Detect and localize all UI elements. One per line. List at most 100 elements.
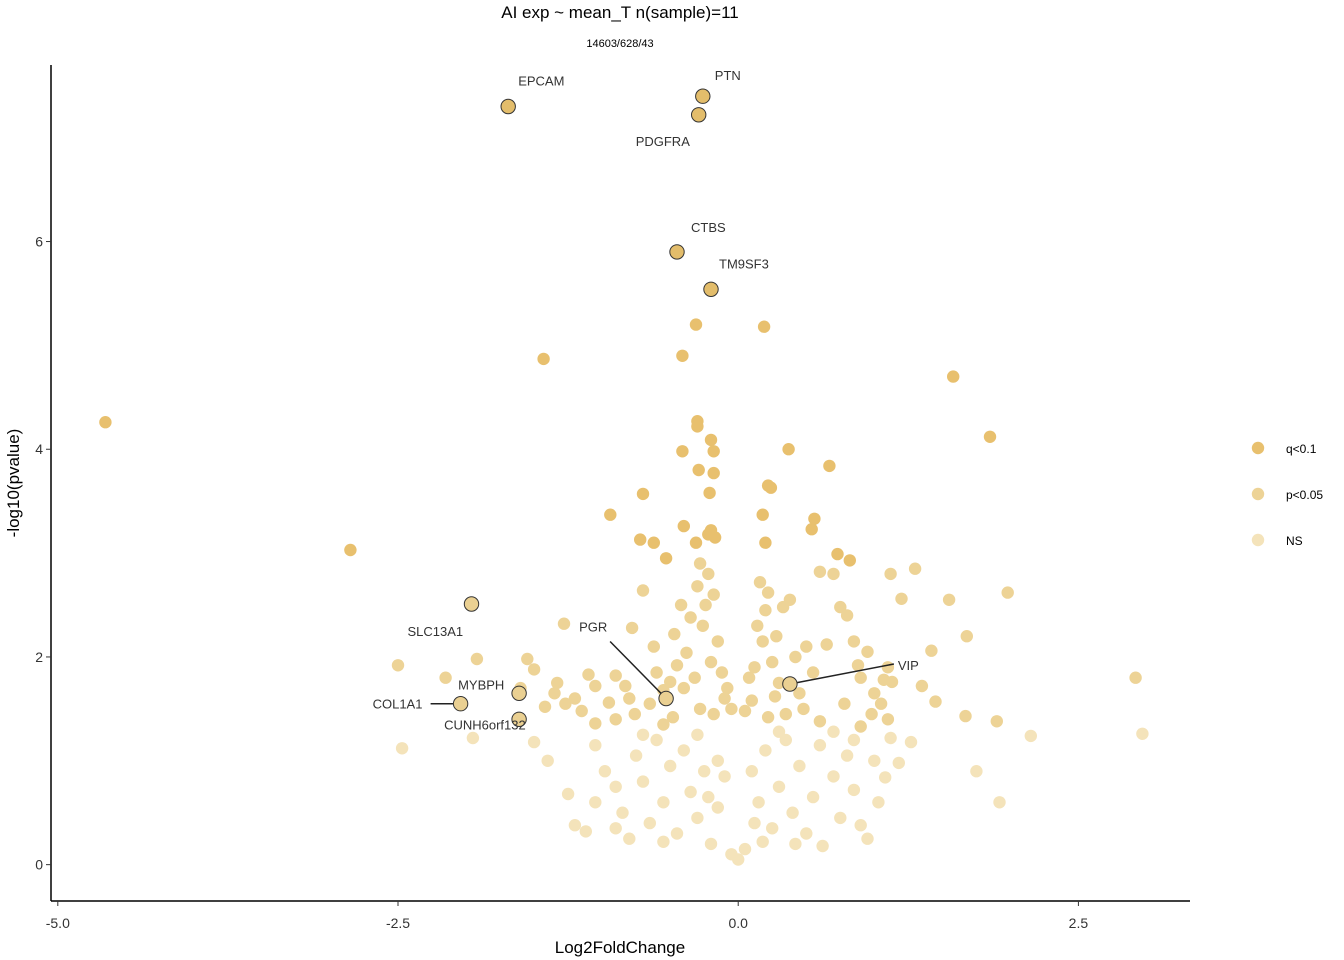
data-point xyxy=(629,749,643,762)
data-point xyxy=(942,593,956,606)
data-point xyxy=(689,536,703,549)
highlighted-gene-point xyxy=(511,685,527,701)
data-point xyxy=(854,720,867,733)
data-point xyxy=(538,700,552,713)
data-point xyxy=(779,733,792,747)
data-point xyxy=(732,853,745,866)
data-point xyxy=(808,512,821,525)
highlighted-gene-point xyxy=(452,696,469,712)
data-point xyxy=(692,463,705,477)
chart-title: AI exp ~ mean_T n(sample)=11 xyxy=(501,3,739,22)
data-point xyxy=(718,692,731,705)
legend-label: q<0.1 xyxy=(1286,442,1317,456)
data-point xyxy=(861,832,874,845)
data-point xyxy=(688,671,701,684)
data-point xyxy=(704,837,718,851)
legend-label: NS xyxy=(1286,534,1303,548)
gene-label: CUNH6orf132 xyxy=(444,717,526,732)
data-point xyxy=(854,671,867,684)
data-point xyxy=(847,635,861,648)
data-point xyxy=(929,695,942,708)
data-point xyxy=(579,825,592,838)
data-point xyxy=(738,704,752,718)
data-point xyxy=(752,796,765,809)
data-point xyxy=(693,557,707,570)
data-point xyxy=(789,650,802,664)
data-point xyxy=(960,630,973,643)
data-point xyxy=(707,707,720,721)
data-point xyxy=(768,690,782,703)
data-point xyxy=(568,692,582,705)
data-point xyxy=(745,694,758,707)
data-point xyxy=(725,702,738,716)
data-point xyxy=(797,702,810,716)
data-point xyxy=(834,811,847,825)
data-point xyxy=(698,765,711,778)
legend: q<0.1 p<0.05 NS xyxy=(1251,441,1323,548)
gene-label: PTN xyxy=(715,68,741,83)
data-point xyxy=(395,742,409,755)
data-point xyxy=(813,715,827,728)
data-point xyxy=(840,609,854,622)
data-point xyxy=(647,536,660,549)
data-point xyxy=(831,547,844,561)
data-point xyxy=(868,754,881,767)
data-point xyxy=(684,785,697,799)
data-point xyxy=(827,567,840,581)
data-point xyxy=(589,679,602,693)
data-point xyxy=(742,671,756,684)
data-point xyxy=(670,827,684,840)
data-point xyxy=(865,707,878,721)
y-axis-title: -log10(pvalue) xyxy=(4,429,23,538)
legend-label: p<0.05 xyxy=(1286,488,1323,502)
data-point xyxy=(521,652,534,666)
data-point xyxy=(854,819,867,832)
data-point xyxy=(703,486,716,500)
gene-label: EPCAM xyxy=(518,74,564,89)
data-point xyxy=(689,318,703,331)
data-point xyxy=(872,796,885,809)
data-point xyxy=(657,718,670,731)
data-point xyxy=(772,725,786,738)
data-point xyxy=(604,508,617,521)
data-point xyxy=(636,584,650,597)
data-point xyxy=(691,811,704,825)
data-point xyxy=(1024,729,1038,743)
data-point xyxy=(800,827,813,840)
x-tick-label: 0.0 xyxy=(728,915,748,931)
highlighted-gene-point xyxy=(782,676,798,692)
highlighted-gene-point xyxy=(691,107,707,123)
chart-subtitle: 14603/628/43 xyxy=(586,38,653,50)
data-point xyxy=(761,586,775,599)
x-axis-title: Log2FoldChange xyxy=(555,938,685,957)
data-point xyxy=(806,790,820,804)
data-point xyxy=(650,666,663,679)
data-point xyxy=(659,552,673,565)
data-point xyxy=(470,652,484,666)
data-point xyxy=(851,659,865,672)
data-point xyxy=(823,459,836,473)
data-point xyxy=(753,576,767,589)
data-point xyxy=(770,630,783,643)
data-point xyxy=(793,759,806,773)
data-point xyxy=(691,580,704,593)
data-point xyxy=(674,598,688,612)
data-point xyxy=(827,725,840,738)
label-connector-line xyxy=(789,663,895,685)
data-point xyxy=(602,696,616,709)
data-point xyxy=(764,481,778,494)
data-point xyxy=(748,816,761,830)
data-point xyxy=(843,554,856,567)
data-point xyxy=(779,707,792,721)
data-point xyxy=(789,837,802,851)
data-point xyxy=(708,531,722,544)
data-point xyxy=(816,839,829,853)
data-point xyxy=(840,749,854,762)
data-point xyxy=(609,713,622,726)
highlight-layer: EPCAM PTN PDGFRA CTBS TM9SF3 SLC13A1 PGR VIP MYB… xyxy=(373,68,919,732)
data-point xyxy=(704,433,718,447)
data-point xyxy=(751,619,764,632)
gene-label: COL1A1 xyxy=(373,697,423,712)
data-point xyxy=(636,487,650,501)
gene-label: VIP xyxy=(898,658,919,673)
